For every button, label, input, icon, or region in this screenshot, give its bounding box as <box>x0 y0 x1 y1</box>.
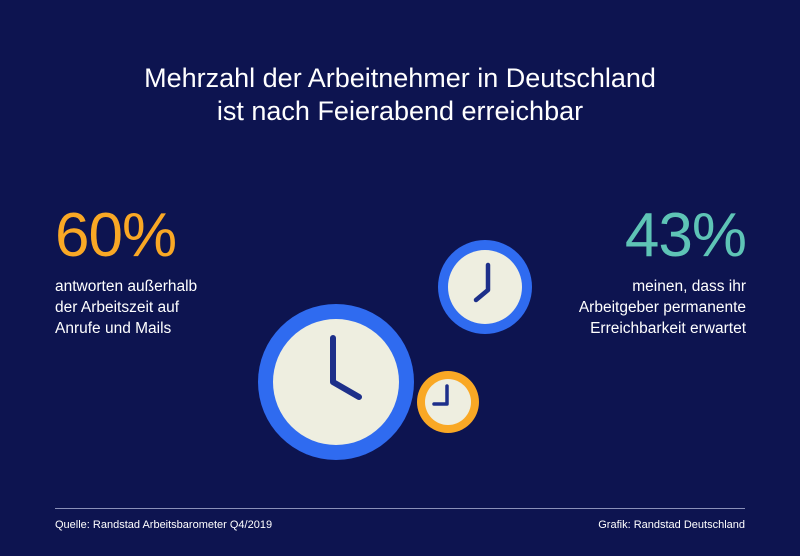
clock-icon-small <box>417 371 479 433</box>
graphic-credit: Grafik: Randstad Deutschland <box>598 519 745 531</box>
stat-left: 60% antworten außerhalb der Arbeitszeit … <box>55 202 315 339</box>
source-note: Quelle: Randstad Arbeitsbarometer Q4/201… <box>55 519 273 531</box>
stat-left-desc-line: der Arbeitszeit auf <box>55 299 180 316</box>
stat-left-value: 60% <box>55 201 177 270</box>
stat-left-description: antworten außerhalb der Arbeitszeit auf … <box>55 276 315 339</box>
stat-right-value: 43% <box>624 201 747 270</box>
stat-left-desc-line: antworten außerhalb <box>55 278 198 295</box>
stat-right: 43% meinen, dass ihr Arbeitgeber permane… <box>446 201 747 339</box>
stat-left-desc-line: Anrufe und Mails <box>55 320 172 337</box>
stat-right-desc-line: Arbeitgeber permanente <box>578 299 746 316</box>
stat-right-description: meinen, dass ihr Arbeitgeber permanente … <box>446 276 746 339</box>
stat-right-desc-line: Erreichbarkeit erwartet <box>590 320 746 337</box>
title-line-1: Mehrzahl der Arbeitnehmer in Deutschland <box>144 63 656 93</box>
clock-icon-large <box>258 304 414 460</box>
title-line-2: ist nach Feierabend erreichbar <box>216 96 584 126</box>
clock-icon-medium <box>438 240 532 334</box>
footer-divider <box>55 508 745 509</box>
stat-right-desc-line: meinen, dass ihr <box>632 278 746 295</box>
infographic-title: Mehrzahl der Arbeitnehmer in Deutschland… <box>0 62 800 128</box>
